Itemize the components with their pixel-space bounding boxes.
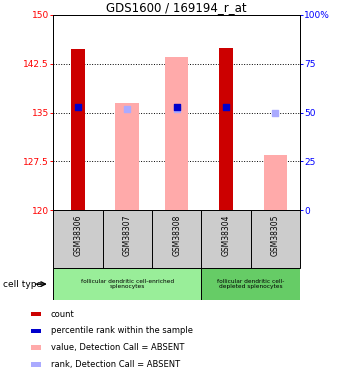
- Point: [75, 104, 81, 110]
- Bar: [103, 210, 152, 268]
- Bar: [31, 312, 42, 316]
- Text: value, Detection Call = ABSENT: value, Detection Call = ABSENT: [51, 344, 184, 352]
- Bar: [165, 57, 189, 210]
- Text: follicular dendritic cell-enriched
splenocytes: follicular dendritic cell-enriched splen…: [81, 279, 174, 290]
- Bar: [201, 210, 251, 268]
- Bar: [53, 268, 201, 300]
- Text: rank, Detection Call = ABSENT: rank, Detection Call = ABSENT: [51, 360, 180, 369]
- Point: [174, 104, 179, 110]
- Bar: [115, 103, 139, 210]
- Bar: [219, 48, 233, 210]
- Bar: [31, 328, 42, 333]
- Bar: [53, 210, 103, 268]
- Bar: [71, 49, 85, 210]
- Bar: [152, 210, 201, 268]
- Text: count: count: [51, 309, 74, 318]
- Text: percentile rank within the sample: percentile rank within the sample: [51, 326, 192, 335]
- Text: GSM38307: GSM38307: [123, 214, 132, 256]
- Point: [125, 106, 130, 112]
- Text: cell type: cell type: [3, 280, 43, 289]
- Bar: [31, 345, 42, 350]
- Text: follicular dendritic cell-
depleted splenocytes: follicular dendritic cell- depleted sple…: [217, 279, 284, 290]
- Title: GDS1600 / 169194_r_at: GDS1600 / 169194_r_at: [106, 1, 247, 14]
- Point: [223, 104, 229, 110]
- Bar: [201, 268, 300, 300]
- Text: GSM38308: GSM38308: [172, 214, 181, 256]
- Text: GSM38306: GSM38306: [73, 214, 82, 256]
- Bar: [263, 155, 287, 210]
- Bar: [31, 362, 42, 367]
- Text: GSM38305: GSM38305: [271, 214, 280, 256]
- Point: [273, 110, 278, 116]
- Bar: [251, 210, 300, 268]
- Text: GSM38304: GSM38304: [222, 214, 230, 256]
- Point: [174, 106, 179, 112]
